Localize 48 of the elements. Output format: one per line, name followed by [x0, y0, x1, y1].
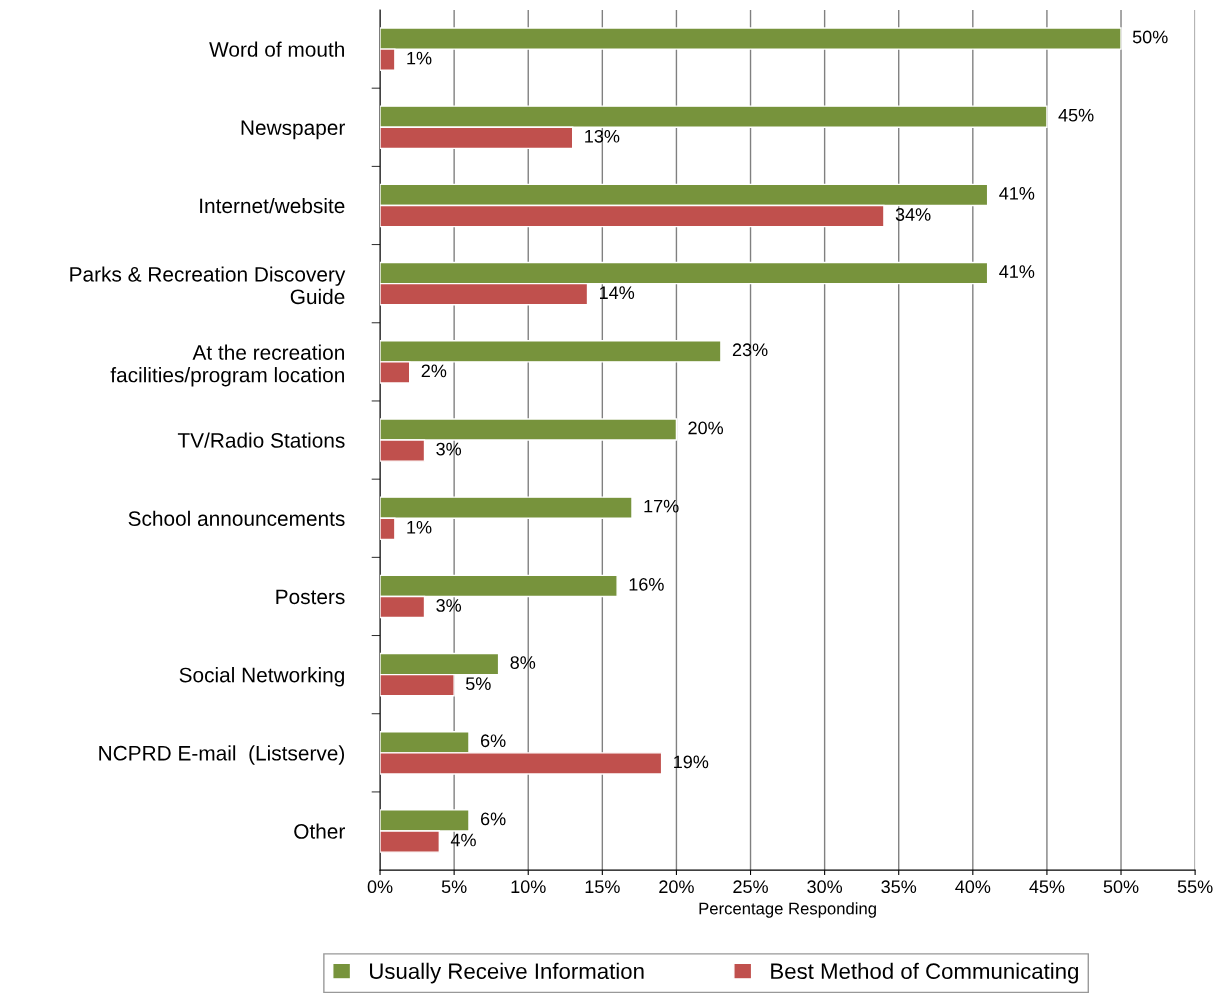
data-label: 45% — [1058, 108, 1094, 122]
x-tick-label: 15% — [585, 880, 620, 894]
data-label: 3% — [436, 599, 462, 612]
x-axis-title: Percentage Responding — [699, 902, 876, 918]
data-label: 19% — [674, 755, 709, 769]
x-tick-label: 35% — [881, 880, 917, 894]
data-label: 5% — [465, 677, 491, 691]
y-tick-label: School announcements — [128, 510, 345, 527]
y-tick-label: At the recreation facilities/program location — [110, 344, 344, 387]
x-tick-label: 55% — [1177, 880, 1213, 894]
x-tick-label: 40% — [955, 880, 991, 894]
y-tick-label: NCPRD E-mail (Listserve) — [99, 745, 345, 765]
data-label: 13% — [585, 129, 620, 143]
x-tick-label: 0% — [367, 880, 393, 894]
data-label: 41% — [999, 265, 1035, 278]
data-label: 23% — [732, 343, 768, 357]
legend-label: Best Method of Communicating — [771, 962, 1078, 984]
y-tick-label: Word of mouth — [209, 41, 344, 57]
legend-label: Usually Receive Information — [370, 962, 644, 984]
data-label: 8% — [510, 656, 536, 669]
x-tick-label: 25% — [733, 880, 768, 894]
x-tick-label: 50% — [1103, 880, 1139, 894]
data-label: 20% — [688, 421, 724, 435]
x-tick-label: 10% — [511, 880, 546, 894]
data-label: 6% — [480, 734, 506, 748]
y-tick-label: Posters — [276, 589, 345, 605]
x-tick-label: 45% — [1029, 880, 1065, 894]
data-label: 34% — [895, 208, 931, 221]
y-tick-label: Newspaper — [241, 120, 345, 140]
x-tick-label: 5% — [441, 880, 467, 894]
data-label: 16% — [629, 577, 664, 591]
data-label: 4% — [450, 833, 476, 847]
x-tick-label: 20% — [659, 880, 694, 894]
y-tick-label: Social Networking — [179, 667, 344, 687]
y-tick-label: Parks & Recreation Discovery Guide — [70, 266, 346, 305]
y-tick-label: Internet/website — [200, 197, 345, 214]
y-tick-label: Other — [294, 823, 345, 839]
data-label: 1% — [407, 51, 432, 65]
data-label: 50% — [1132, 30, 1168, 44]
data-label: 2% — [421, 364, 447, 378]
data-label: 14% — [600, 286, 635, 299]
data-label: 1% — [407, 520, 432, 534]
data-label: 17% — [644, 499, 679, 513]
y-tick-label: TV/Radio Stations — [177, 432, 345, 448]
data-label: 3% — [436, 442, 462, 456]
x-tick-label: 30% — [807, 880, 843, 894]
data-label: 41% — [999, 187, 1035, 200]
data-label: 6% — [480, 812, 506, 826]
